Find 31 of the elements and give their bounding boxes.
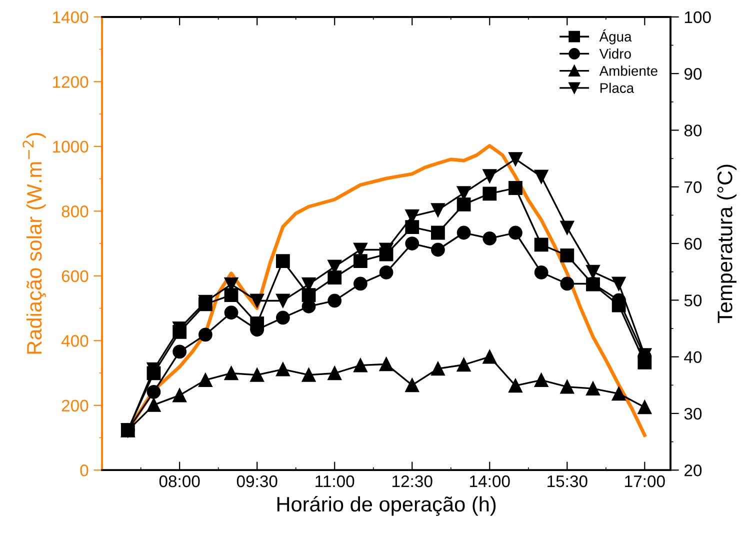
x-tick-label: 15:30 <box>548 475 588 488</box>
y2-tick-label: 100 <box>684 11 711 24</box>
x-tick-label: 12:30 <box>392 475 432 488</box>
legend-label: Vidro <box>599 48 631 59</box>
y2-tick-label: 50 <box>684 294 702 306</box>
y2-tick-label: 30 <box>684 408 702 420</box>
y2-tick-label: 90 <box>684 68 702 80</box>
legend-label: Ambiente <box>599 66 658 76</box>
legend-label: Água <box>599 29 632 44</box>
x-tick-label: 09:30 <box>236 475 278 488</box>
x-tick-label: 08:00 <box>159 475 200 488</box>
y2-tick-label: 20 <box>684 464 702 476</box>
y2-tick-label: 70 <box>684 181 702 194</box>
y-tick-label: 1000 <box>53 140 88 153</box>
y2-tick-label: 40 <box>684 351 702 364</box>
y-tick-label: 400 <box>61 335 88 347</box>
y2-axis-title: Temperatura (°C) <box>717 164 736 324</box>
y-tick-label: 600 <box>62 270 88 282</box>
y-tick-label: 200 <box>62 400 88 412</box>
y-tick-label: 1200 <box>53 76 88 88</box>
x-tick-label: 14:00 <box>470 475 510 488</box>
y-tick-label: 1400 <box>53 11 88 24</box>
y-tick-label: 0 <box>80 464 88 476</box>
y-axis-title: Radiação solar (W.m$^{−2}$) <box>22 132 46 354</box>
y2-tick-label: 80 <box>684 124 702 136</box>
y2-tick-label: 60 <box>684 238 702 250</box>
legend-label: Placa <box>600 82 634 93</box>
x-axis-title: Horário de operação (h) <box>277 496 496 516</box>
y-tick-label: 800 <box>62 206 88 218</box>
x-tick-label: 17:00 <box>625 475 665 488</box>
x-tick-label: 11:00 <box>316 475 354 488</box>
